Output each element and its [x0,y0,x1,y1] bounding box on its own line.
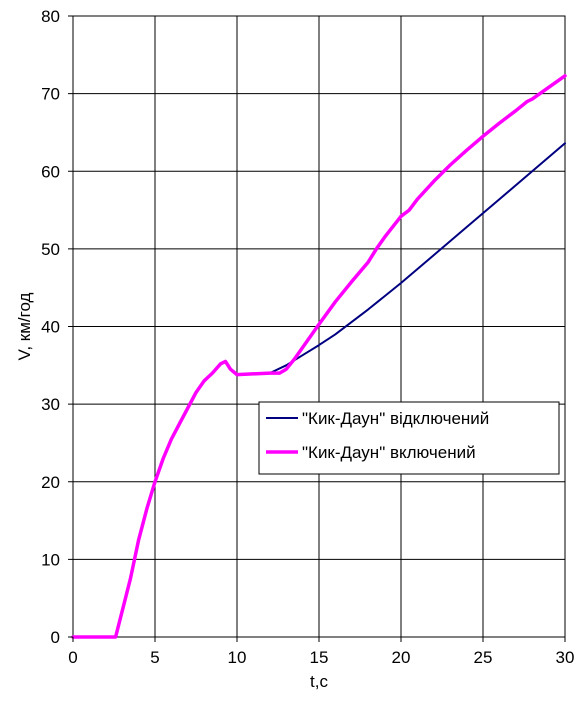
y-tick-label: 20 [41,473,60,492]
y-tick-label: 80 [41,7,60,26]
y-tick-label: 10 [41,550,60,569]
legend-box [258,401,560,475]
legend-label-off: "Кик-Даун" відключений [302,409,489,428]
y-tick-label: 50 [41,240,60,259]
tick-labels: 0 5 10 15 20 25 30 0 10 20 30 40 50 60 70 80 [41,7,574,667]
series-layer [71,74,567,639]
y-tick-label: 30 [41,395,60,414]
x-tick-label: 0 [68,648,77,667]
x-tick-label: 20 [392,648,411,667]
x-tick-label: 5 [150,648,159,667]
legend-label-on: "Кик-Даун" включений [302,443,476,462]
x-tick-label: 10 [228,648,247,667]
y-tick-label: 60 [41,162,60,181]
y-tick-label: 40 [41,318,60,337]
series-line-kickdown-on [71,74,567,639]
y-tick-label: 0 [51,628,60,647]
y-axis-label: V, км/год [15,292,34,360]
grid [72,15,566,638]
x-tick-label: 15 [310,648,329,667]
y-tick-label: 70 [41,85,60,104]
x-tick-label: 30 [556,648,575,667]
x-tick-label: 25 [474,648,493,667]
legend: "Кик-Даун" відключений "Кик-Даун" включе… [258,401,560,475]
x-axis-label: t,c [310,672,328,691]
